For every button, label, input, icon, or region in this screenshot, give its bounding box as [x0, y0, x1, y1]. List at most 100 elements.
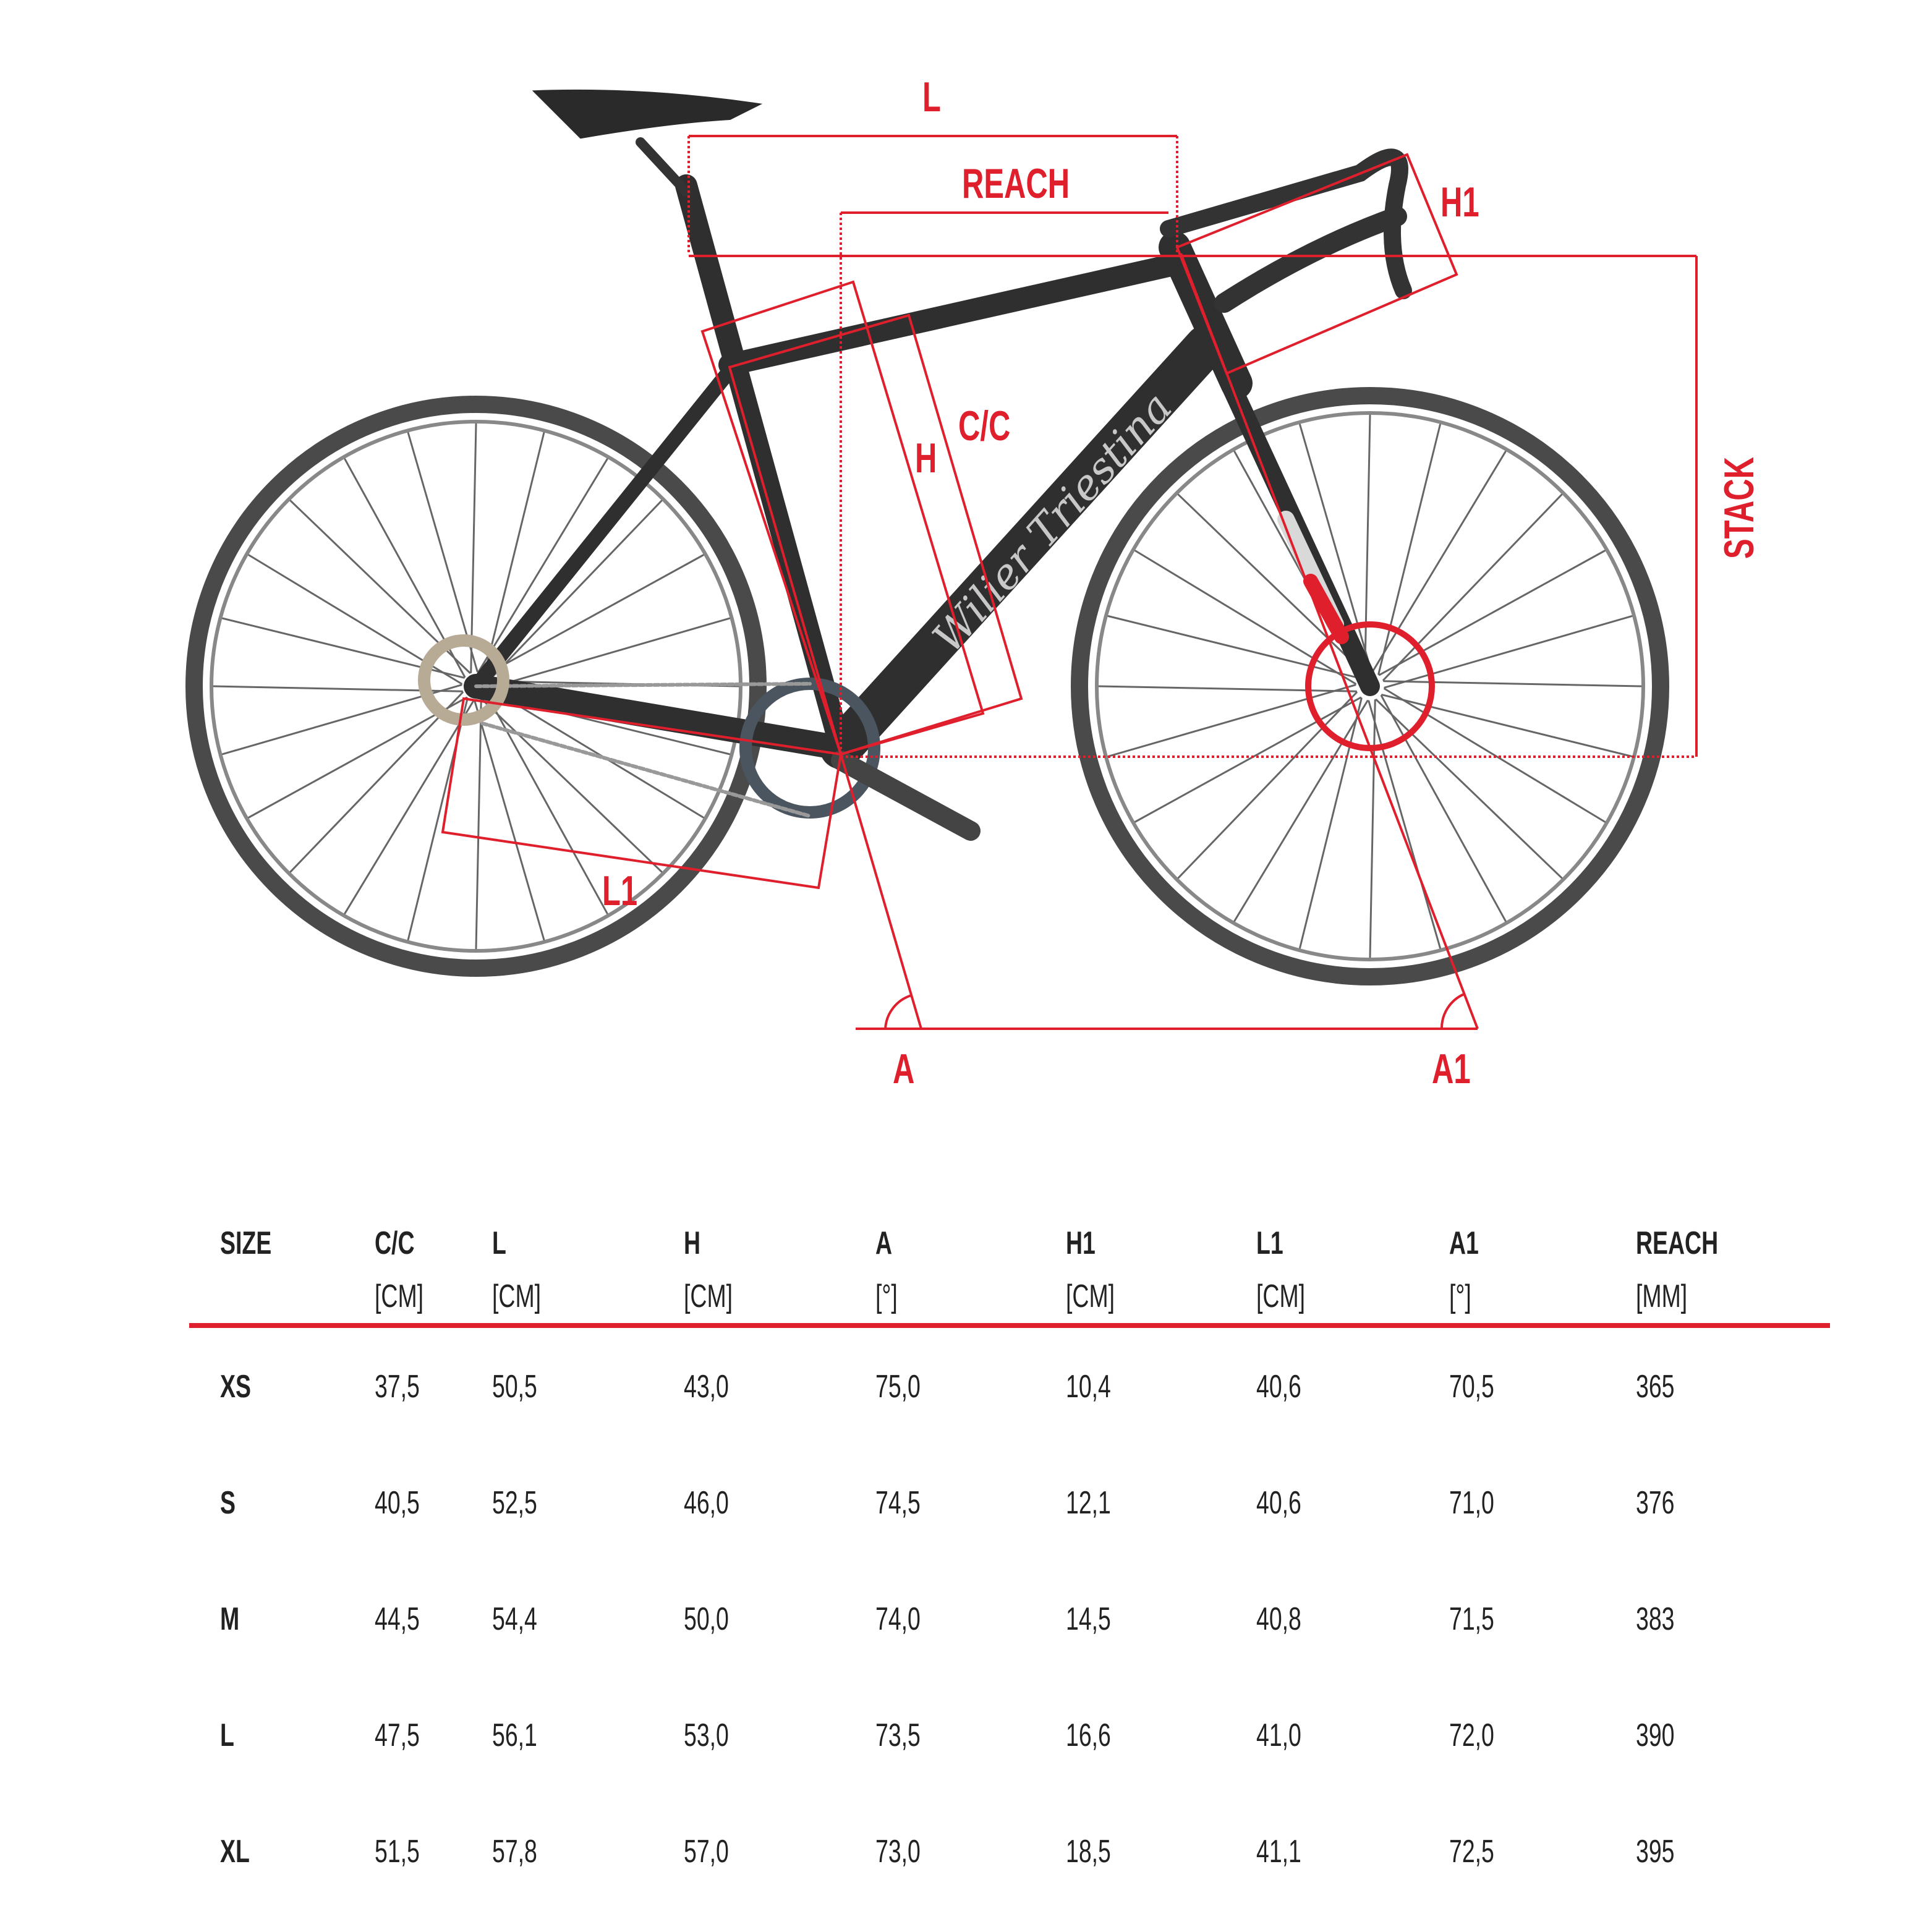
spoke — [407, 432, 479, 673]
spoke — [289, 691, 464, 873]
spoke — [1177, 691, 1358, 879]
table-cell: 14,5 — [1066, 1600, 1111, 1637]
column-unit: [°] — [875, 1277, 898, 1314]
table-cell: 43,0 — [684, 1368, 729, 1405]
column-unit: [°] — [1449, 1277, 1471, 1314]
table-cell: 56,1 — [492, 1716, 537, 1753]
label-l-text: L — [922, 74, 941, 121]
seatpost — [636, 137, 691, 197]
label-reach-text: REACH — [962, 161, 1070, 208]
table-cell: 57,0 — [684, 1832, 729, 1870]
table-cell: 47,5 — [375, 1716, 420, 1753]
table-cell: 395 — [1636, 1832, 1675, 1870]
spoke — [1134, 550, 1356, 685]
spoke — [1233, 700, 1369, 922]
table-cell: 16,6 — [1066, 1716, 1111, 1753]
spoke — [1375, 699, 1563, 879]
a-angle-arc — [884, 994, 912, 1029]
table-cell: 41,1 — [1256, 1832, 1301, 1870]
chain — [474, 682, 812, 818]
column-header: H — [684, 1224, 701, 1261]
label-l1-text: L1 — [602, 868, 638, 915]
table-cell: 50,0 — [684, 1600, 729, 1637]
spoke — [1368, 700, 1441, 949]
frame — [464, 174, 1380, 769]
a1-angle-arc — [1440, 993, 1465, 1029]
spoke — [1107, 684, 1356, 757]
table-cell: 72,0 — [1449, 1716, 1494, 1753]
table-cell: 40,6 — [1256, 1368, 1301, 1405]
spoke — [1371, 451, 1507, 673]
label-a1: A1 — [1432, 1046, 1486, 1094]
spoke — [475, 699, 482, 950]
table-cell: 37,5 — [375, 1368, 420, 1405]
spoke — [1384, 615, 1633, 689]
label-h: H — [915, 435, 945, 483]
column-unit: [CM] — [1066, 1277, 1115, 1314]
table-cell: 390 — [1636, 1716, 1675, 1753]
table-cell: 40,6 — [1256, 1484, 1301, 1521]
geometry-annotations — [441, 135, 1698, 1030]
table-cell: 46,0 — [684, 1484, 729, 1521]
l1-dimension-box — [441, 697, 843, 890]
cassette — [418, 634, 509, 726]
label-h1: H1 — [1440, 179, 1494, 228]
spoke — [470, 423, 477, 673]
header-divider — [189, 1323, 1830, 1328]
column-header: H1 — [1066, 1224, 1096, 1261]
front-wheel — [1071, 387, 1669, 985]
column-unit: [CM] — [375, 1277, 424, 1314]
spoke — [474, 700, 545, 941]
table-cell: 70,5 — [1449, 1368, 1494, 1405]
spoke — [484, 554, 704, 676]
size-label: XL — [220, 1832, 250, 1870]
spoke — [344, 700, 475, 914]
spoke — [490, 617, 731, 689]
handlebar-drop — [1214, 206, 1407, 313]
column-header: L1 — [1256, 1224, 1283, 1261]
label-stack-text: STACK — [1716, 456, 1763, 559]
a-angle-line — [840, 754, 922, 1029]
table-cell: 41,0 — [1256, 1716, 1301, 1753]
label-h-text: H — [915, 435, 937, 482]
spoke — [1380, 694, 1507, 922]
h-dimension-box — [700, 280, 985, 756]
spoke — [1377, 423, 1441, 675]
spoke — [1382, 493, 1563, 681]
column-header: A — [875, 1224, 893, 1261]
table-cell: 71,0 — [1449, 1484, 1494, 1521]
column-header: SIZE — [220, 1224, 272, 1261]
label-a1-text: A1 — [1432, 1046, 1471, 1093]
table-cell: 40,8 — [1256, 1600, 1301, 1637]
table-cell: 71,5 — [1449, 1600, 1494, 1637]
handlebar — [1160, 148, 1412, 299]
label-l: L — [922, 74, 948, 122]
table-cell: 51,5 — [375, 1832, 420, 1870]
size-label: S — [220, 1484, 236, 1521]
spoke — [1299, 423, 1372, 673]
spoke — [1177, 493, 1365, 674]
spoke — [481, 699, 663, 873]
table-cell: 52,5 — [492, 1484, 537, 1521]
spoke — [1134, 696, 1362, 823]
spoke — [1098, 685, 1357, 692]
column-header: A1 — [1449, 1224, 1479, 1261]
label-cc-text: C/C — [958, 403, 1011, 450]
table-cell: 18,5 — [1066, 1832, 1111, 1870]
size-label: L — [220, 1716, 234, 1753]
label-cc: C/C — [958, 403, 1031, 451]
spoke — [1381, 694, 1633, 757]
column-header: REACH — [1636, 1224, 1719, 1261]
table-cell: 383 — [1636, 1600, 1675, 1637]
size-label: M — [220, 1600, 240, 1637]
spoke — [1364, 414, 1371, 673]
spoke — [1378, 550, 1606, 676]
column-unit: [CM] — [684, 1277, 733, 1314]
column-unit: [CM] — [1256, 1277, 1306, 1314]
saddle — [532, 89, 763, 139]
cc-dimension-box — [728, 313, 1023, 756]
spoke — [1383, 680, 1642, 687]
table-cell: 40,5 — [375, 1484, 420, 1521]
spoke — [248, 696, 468, 819]
